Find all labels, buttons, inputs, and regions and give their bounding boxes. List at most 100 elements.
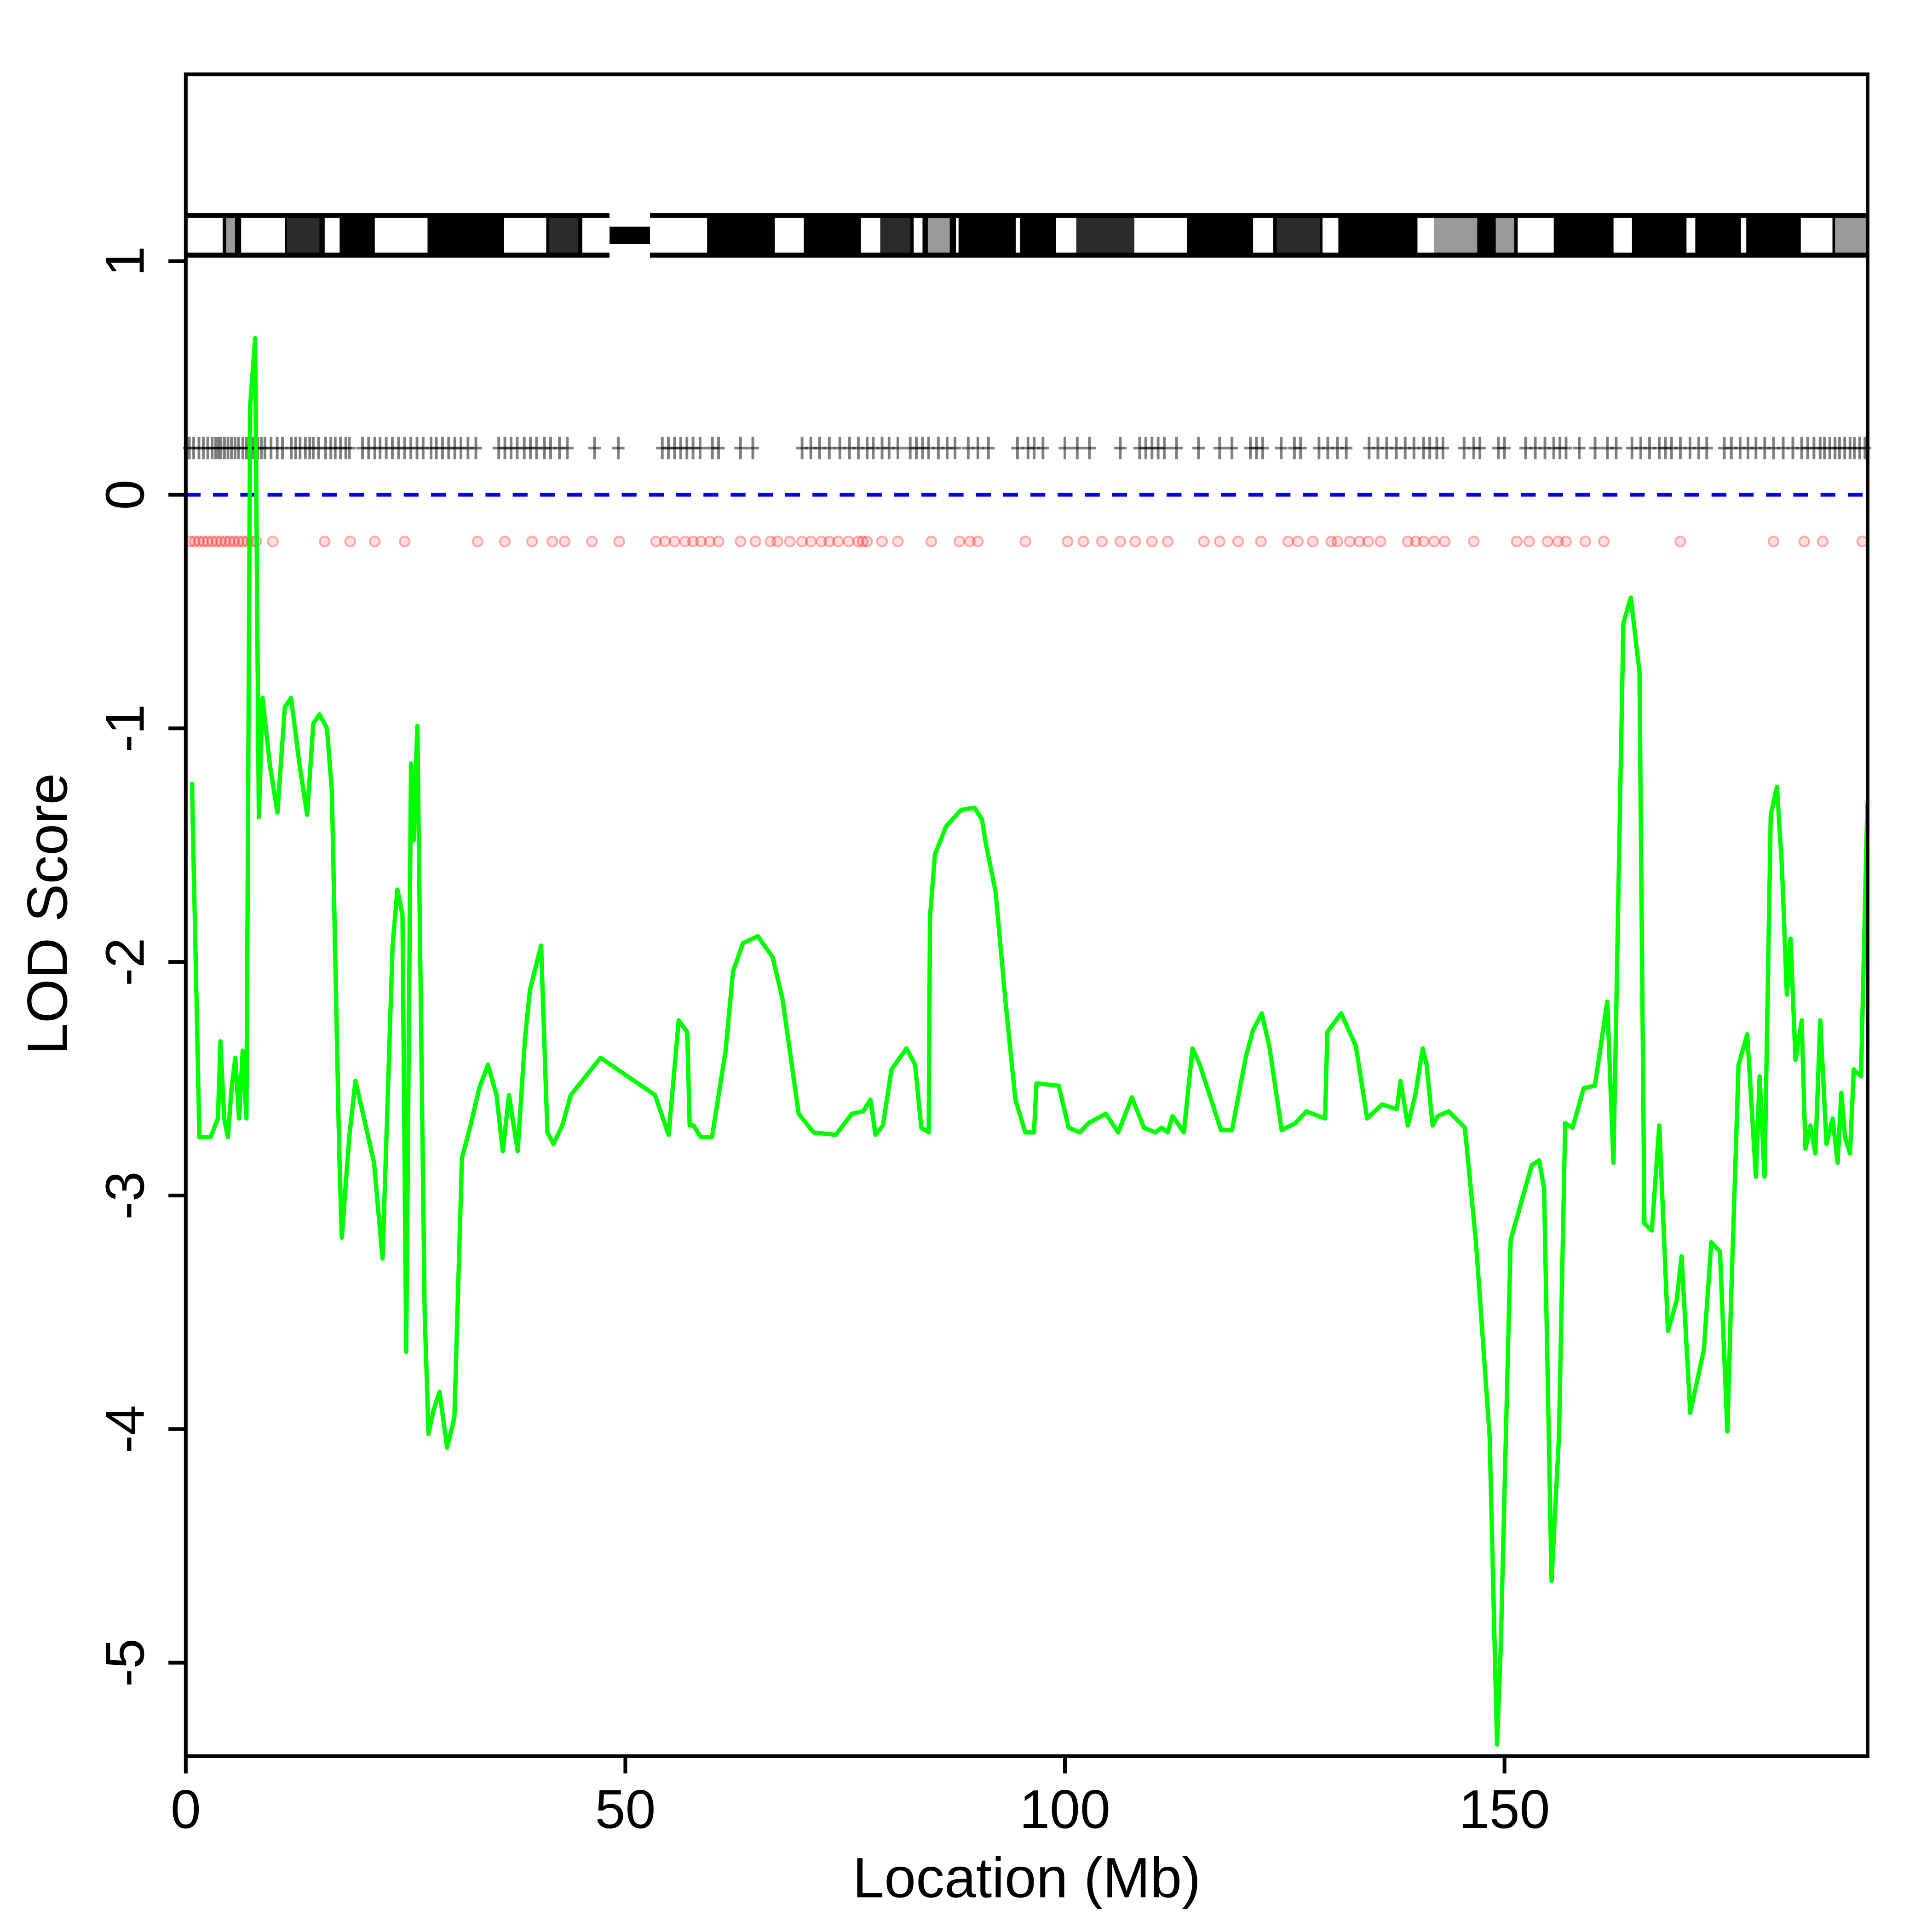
marker-dot: [1096, 535, 1108, 547]
marker-dot: [546, 535, 558, 547]
marker-dot: [1213, 535, 1226, 547]
marker-dot: [1418, 535, 1430, 547]
marker-dot: [823, 535, 835, 547]
ideogram-band: [1495, 218, 1514, 253]
ideogram-band: [241, 218, 285, 253]
marker-dot: [749, 535, 762, 547]
marker-dot: [215, 535, 227, 547]
ideogram-band: [324, 218, 340, 253]
marker-dot: [925, 535, 937, 547]
marker-dot: [228, 535, 240, 547]
ideogram-band: [504, 218, 546, 253]
ideogram-band: [1800, 218, 1833, 253]
y-tick-label: -5: [95, 1639, 155, 1687]
marker-dot: [1511, 535, 1523, 547]
marker-dot: [201, 535, 214, 547]
marker-dot: [368, 535, 381, 547]
marker-dot: [1523, 535, 1535, 547]
ideogram-band: [861, 218, 880, 253]
marker-dot: [1162, 535, 1174, 547]
ideogram-band: [650, 218, 707, 253]
marker-dot: [1325, 535, 1337, 547]
ideogram-band: [1518, 218, 1554, 253]
marker-rows: [183, 437, 1871, 547]
ideogram-band: [1741, 218, 1747, 253]
marker-dot: [735, 535, 747, 547]
ideogram-band: [927, 218, 950, 253]
ideogram-band: [1056, 218, 1076, 253]
marker-dot: [224, 535, 236, 547]
marker-dot: [972, 535, 984, 547]
plot-lines: [185, 336, 1870, 1747]
ideogram-band: [1835, 218, 1868, 253]
ideogram-band: [1322, 218, 1339, 253]
marker-dot: [892, 535, 904, 547]
ideogram-band: [185, 218, 223, 253]
marker-dot: [832, 535, 844, 547]
marker-dot: [1598, 535, 1610, 547]
marker-dot: [586, 535, 598, 547]
marker-dot: [1114, 535, 1127, 547]
marker-dot: [1409, 535, 1422, 547]
lod-series-line: [190, 336, 1870, 1747]
marker-dot: [815, 535, 828, 547]
ideogram-band: [1417, 218, 1434, 253]
marker-dot: [1129, 535, 1141, 547]
marker-dot: [650, 535, 662, 547]
ideogram-band: [226, 218, 235, 253]
y-tick-label: 0: [95, 480, 155, 510]
marker-dot: [765, 535, 776, 547]
marker-dot: [861, 535, 873, 547]
marker-dot: [319, 535, 331, 547]
marker-dot: [219, 535, 231, 547]
marker-dot: [1552, 535, 1564, 547]
marker-dot: [1353, 535, 1366, 547]
marker-dot: [472, 535, 484, 547]
ideogram-band: [775, 218, 804, 253]
marker-dot: [784, 535, 796, 547]
marker-dot: [613, 535, 625, 547]
marker-dot: [210, 535, 223, 547]
marker-dot: [1541, 535, 1554, 547]
ideogram-band: [1134, 218, 1187, 253]
marker-dot: [267, 535, 279, 547]
x-tick-label: 100: [1019, 1779, 1110, 1840]
y-tick-label: -3: [95, 1171, 155, 1219]
ideogram-band: [956, 218, 959, 253]
marker-dot: [1767, 535, 1780, 547]
marker-dot: [1674, 535, 1686, 547]
marker-dot: [1146, 535, 1158, 547]
marker-dot: [687, 535, 699, 547]
marker-dot: [771, 535, 783, 547]
marker-dot: [953, 535, 966, 547]
ideogram-band: [1686, 218, 1696, 253]
marker-dot: [857, 535, 869, 547]
marker-dot: [1817, 535, 1829, 547]
marker-dot: [193, 535, 205, 547]
ideogram-band: [1276, 218, 1320, 253]
marker-dot: [398, 535, 411, 547]
marker-dot: [1428, 535, 1440, 547]
marker-dot: [876, 535, 888, 547]
marker-dot: [189, 535, 201, 547]
marker-dot: [1344, 535, 1356, 547]
marker-dot: [796, 535, 808, 547]
marker-dot: [1307, 535, 1319, 547]
marker-dot: [1232, 535, 1244, 547]
marker-dot: [679, 535, 691, 547]
marker-dot: [1362, 535, 1374, 547]
marker-dot: [558, 535, 571, 547]
x-axis-label: Location (Mb): [852, 1846, 1201, 1910]
x-tick-label: 50: [595, 1779, 656, 1840]
marker-dot: [232, 535, 245, 547]
marker-dot: [704, 535, 716, 547]
ideogram-band: [880, 218, 910, 253]
marker-dot: [1798, 535, 1811, 547]
chromosome-ideogram: [185, 213, 1868, 258]
y-axis-label: LOD Score: [16, 773, 79, 1055]
marker-dot: [1467, 535, 1480, 547]
y-tick-label: 1: [95, 246, 155, 276]
marker-dot: [805, 535, 817, 547]
ideogram-band: [549, 218, 578, 253]
y-tick-label: -1: [95, 704, 155, 753]
